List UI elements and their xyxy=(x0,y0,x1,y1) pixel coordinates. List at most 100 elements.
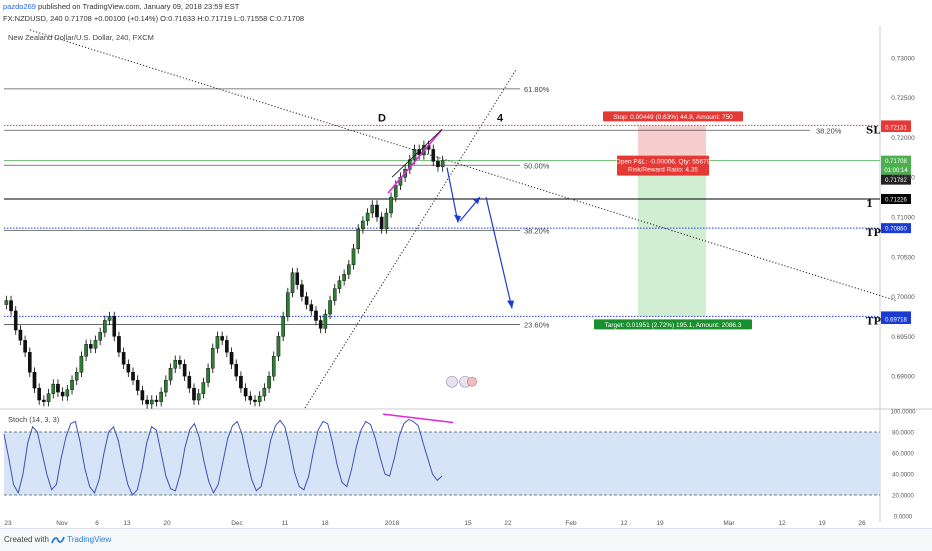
pattern-point-4: 4 xyxy=(497,113,504,125)
candle-body xyxy=(9,300,13,312)
price-axis: 0.73000 0.72500 0.72000 0.71500 0.71000 0.705… xyxy=(891,55,915,380)
candle-body xyxy=(107,316,112,321)
axis-price-label: 0.71782 xyxy=(885,178,907,184)
uptrend-line xyxy=(304,69,517,409)
footer-text: Created with TradingView xyxy=(4,535,111,545)
candle-body xyxy=(79,356,84,373)
candle-body xyxy=(370,204,375,214)
chart-header: pazdo269 published on TradingView.com, J… xyxy=(0,0,932,26)
tradingview-logo-icon xyxy=(51,536,66,544)
candle-body xyxy=(314,310,318,321)
axis-price-label-bg xyxy=(881,174,911,185)
candle-body xyxy=(131,371,135,381)
axis-price-label: 0.69718 xyxy=(885,318,907,324)
publish-info: pazdo269 published on TradingView.com, J… xyxy=(3,2,239,11)
candle-body xyxy=(42,399,46,402)
candle-body xyxy=(173,360,178,369)
target-zone xyxy=(638,160,706,317)
time-tick: 15 xyxy=(464,520,472,527)
stoch-band xyxy=(4,432,880,495)
fibonacci-levels: 61.80% 38.20% 50.00% 38.20% 23.60% xyxy=(4,85,842,329)
candle-body xyxy=(140,390,145,401)
level-marker: TP xyxy=(866,228,881,239)
fib-label: 50.00% xyxy=(524,161,550,170)
time-tick: 11 xyxy=(282,520,289,527)
candle-body xyxy=(253,399,257,402)
candle-body xyxy=(351,248,356,265)
axis-price-label-bg xyxy=(881,314,911,325)
chart-drawings: D 4 Stop: 0.00449 (0.63%) 44.9, Amount: 75… xyxy=(29,29,897,409)
candle-body xyxy=(262,387,267,397)
tradingview-brand[interactable]: TradingView xyxy=(67,535,112,545)
candle-body xyxy=(182,364,187,377)
candle-body xyxy=(342,274,346,281)
candle-body xyxy=(436,161,440,168)
level-marker: 1 xyxy=(866,199,873,210)
candle-body xyxy=(206,368,210,383)
candle-body xyxy=(417,149,421,156)
price-label-bg xyxy=(881,223,911,234)
time-tick: 13 xyxy=(123,520,131,527)
stoch-k-line xyxy=(3,418,443,496)
projection-arrow-down-2 xyxy=(485,196,513,309)
candle-body xyxy=(178,360,182,365)
candle-body xyxy=(332,288,337,301)
candle-body xyxy=(384,212,389,230)
candle-body xyxy=(337,280,342,289)
arrowhead xyxy=(473,197,480,205)
price-label: 0.70860 xyxy=(885,227,907,233)
time-tick: 22 xyxy=(504,520,512,527)
price-tick: 0.71500 xyxy=(891,175,915,182)
candle-body xyxy=(13,310,18,331)
time-tick: 6 xyxy=(95,520,99,527)
candle-body xyxy=(393,184,398,198)
stoch-tick: 20.0000 xyxy=(892,494,914,500)
axis-price-label-bg xyxy=(881,164,911,175)
fib-label: 38.20% xyxy=(524,227,550,236)
position-zones xyxy=(638,125,706,317)
event-icon xyxy=(467,376,477,387)
trading-chart[interactable]: 0.72151SL0.7122610.70860TP0.69751TP0.721… xyxy=(0,26,932,528)
candle-body xyxy=(440,160,445,168)
candle-body xyxy=(290,272,295,293)
candle-body xyxy=(196,393,201,401)
candle-body xyxy=(126,364,131,373)
axis-price-label: 01:00:14 xyxy=(884,168,908,174)
stoch-tick: 60.0000 xyxy=(892,452,914,458)
candle-body xyxy=(220,336,224,341)
candle-body xyxy=(271,356,276,377)
author-link[interactable]: pazdo269 xyxy=(3,2,36,11)
price-tick: 0.69000 xyxy=(891,374,915,381)
candle-body xyxy=(300,284,304,297)
arrowhead xyxy=(507,300,514,309)
candle-body xyxy=(318,320,323,329)
candle-body xyxy=(234,364,239,377)
time-tick: Feb xyxy=(565,520,577,527)
price-tick: 0.72500 xyxy=(891,95,915,102)
target-text: Target: 0.01951 (2.72%) 195.1, Amount: 2… xyxy=(605,322,742,329)
axis-price-label-bg xyxy=(881,121,911,132)
stoch-title: Stoch (14, 3, 3) xyxy=(8,415,60,424)
candle-body xyxy=(145,399,149,405)
price-divergence-line xyxy=(387,128,443,194)
stoch-tick: 100.0000 xyxy=(890,410,916,416)
time-tick: 20 xyxy=(163,520,171,527)
candle-body xyxy=(201,382,206,394)
candle-body xyxy=(225,340,229,353)
time-tick: 26 xyxy=(858,520,866,527)
price-tick: 0.72000 xyxy=(891,135,915,142)
candle-body xyxy=(276,336,281,357)
price-label: 0.71226 xyxy=(885,198,907,204)
time-tick: 23 xyxy=(4,520,12,527)
price-label-bg xyxy=(881,194,911,205)
price-tick: 0.70500 xyxy=(891,254,915,261)
candle-body xyxy=(168,368,173,381)
stop-box xyxy=(603,111,743,122)
candle-body xyxy=(389,196,393,214)
candle-body xyxy=(210,348,215,369)
candle-body xyxy=(121,352,126,365)
candle-body xyxy=(431,149,436,162)
time-tick: Dec xyxy=(231,520,243,527)
time-tick: Mar xyxy=(723,520,735,527)
time-axis: 23 Nov 6 13 20 Dec 11 18 2018 15 22 Feb 12 19 Mar 12 19 2… xyxy=(4,520,866,527)
